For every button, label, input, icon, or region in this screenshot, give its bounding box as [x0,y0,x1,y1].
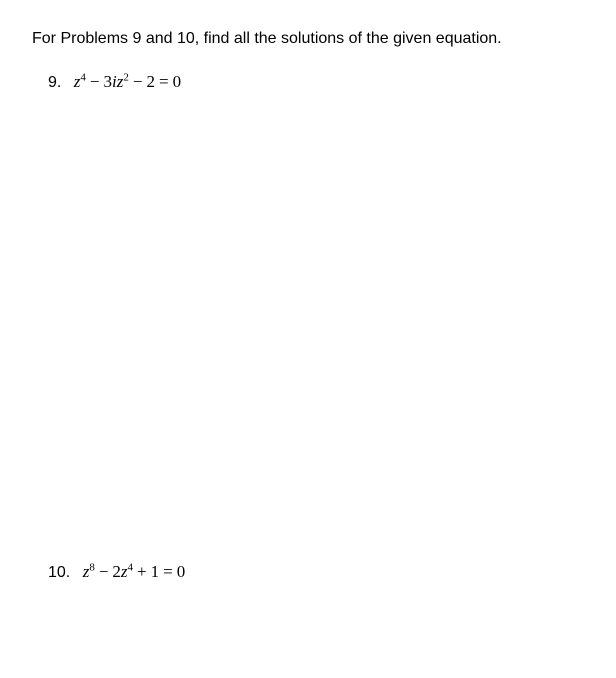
instruction-text: For Problems 9 and 10, find all the solu… [32,28,584,50]
equation-9: z4−3iz2−2=0 [74,72,181,91]
problem-number-10: 10. [48,564,70,581]
equation-10: z8−2z4+1=0 [83,562,186,581]
problem-10: 10. z8−2z4+1=0 [32,562,584,582]
problem-number-9: 9. [48,74,61,91]
problem-9: 9. z4−3iz2−2=0 [32,72,584,92]
page-container: For Problems 9 and 10, find all the solu… [0,0,616,610]
